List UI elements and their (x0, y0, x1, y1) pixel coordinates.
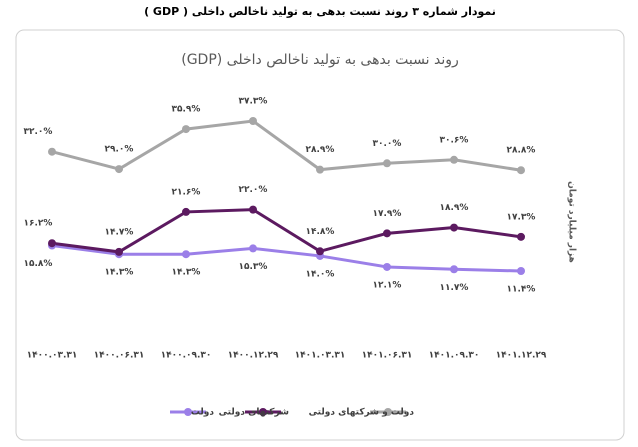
data-point (316, 247, 324, 256)
x-tick-label: ۱۴۰۰.۰۹.۳۰ (161, 351, 212, 361)
data-label: ۳۷.۳% (239, 97, 268, 107)
data-label: ۱۷.۹% (373, 209, 402, 219)
series-line (51, 244, 522, 273)
data-point (249, 117, 257, 125)
data-point (517, 267, 525, 275)
data-point (383, 229, 391, 238)
data-point (517, 166, 525, 175)
data-label: ۱۴.۳% (172, 268, 201, 278)
data-label: ۱۴.۷% (105, 227, 134, 237)
data-label: ۱۱.۴% (507, 285, 536, 295)
data-label: ۱۲.۱% (373, 280, 402, 290)
legend-swatch-dot (184, 408, 192, 416)
legend-label: دولت و شرکتهای دولتی (309, 408, 415, 418)
data-point (249, 244, 257, 253)
data-label: ۳۰.۶% (440, 135, 469, 145)
legend-label: شرکتهای دولتی (219, 408, 290, 418)
series-line (51, 208, 522, 254)
legend-swatch-dot (384, 408, 392, 416)
data-point (316, 165, 324, 174)
data-label: ۱۵.۸% (24, 259, 53, 269)
data-label: ۲۹.۰% (105, 145, 134, 155)
data-point (48, 239, 56, 248)
data-label: ۳۵.۹% (172, 105, 201, 115)
legend-label: دولت (191, 408, 215, 418)
series-line (51, 119, 522, 172)
legend-swatch-dot (259, 408, 267, 416)
data-point (517, 232, 525, 241)
figure-caption: نمودار شماره ۳ روند نسبت بدهی به تولید ن… (144, 5, 496, 18)
data-point (383, 262, 391, 271)
data-point (48, 147, 56, 156)
data-label: ۱۸.۹% (440, 203, 469, 213)
chart-frame (15, 29, 625, 441)
x-tick-label: ۱۴۰۰.۱۲.۲۹ (228, 351, 279, 361)
data-point (115, 247, 123, 256)
data-point (182, 207, 190, 216)
x-tick-label: ۱۴۰۰.۰۶.۳۱ (94, 351, 145, 361)
data-point (450, 223, 458, 232)
data-label: ۳۰.۰% (373, 139, 402, 149)
data-point (115, 165, 123, 174)
data-point (182, 125, 190, 134)
x-tick-label: ۱۴۰۱.۰۹.۳۰ (429, 351, 480, 361)
data-label: ۱۵.۳% (239, 262, 268, 272)
data-label: ۱۶.۲% (24, 219, 53, 229)
data-label: ۱۱.۷% (440, 283, 469, 293)
x-tick-label: ۱۴۰۱.۱۲.۲۹ (496, 351, 547, 361)
data-point (450, 265, 458, 274)
y-axis-title: هزار میلیارد تومان (567, 181, 577, 263)
data-label: ۱۷.۳% (507, 212, 536, 222)
data-label: ۳۲.۰% (24, 127, 53, 137)
chart-title: روند نسبت بدهی به تولید ناخالص داخلی (GD… (181, 52, 459, 68)
data-label: ۱۴.۳% (105, 268, 134, 278)
data-label: ۱۴.۰% (306, 269, 335, 279)
data-label: ۲۱.۶% (172, 187, 201, 197)
data-label: ۱۴.۸% (306, 227, 335, 237)
x-tick-label: ۱۴۰۱.۰۶.۳۱ (362, 351, 413, 361)
x-tick-label: ۱۴۰۰.۰۳.۳۱ (27, 351, 78, 361)
data-label: ۲۸.۹% (306, 145, 335, 155)
data-point (383, 159, 391, 168)
data-point (182, 250, 190, 259)
x-tick-label: ۱۴۰۱.۰۳.۳۱ (295, 351, 346, 361)
data-point (450, 155, 458, 164)
data-point (249, 205, 257, 214)
data-label: ۲۸.۸% (507, 146, 536, 156)
data-label: ۲۲.۰% (239, 185, 268, 195)
